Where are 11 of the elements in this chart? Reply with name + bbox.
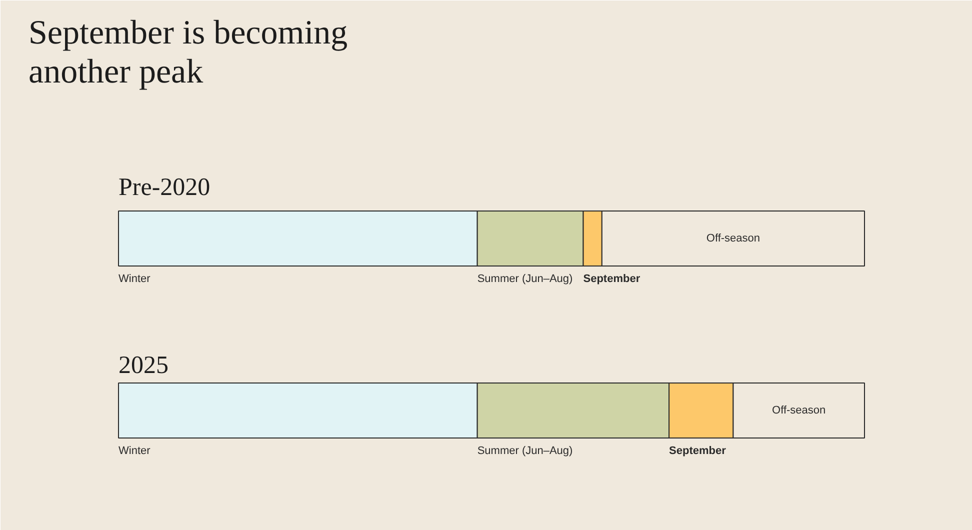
- series-label: September: [583, 273, 641, 285]
- text: Summer (Jun–Aug): [477, 445, 573, 457]
- text: Off-season: [772, 404, 826, 416]
- text: September: [669, 445, 726, 457]
- chart-title: September is becoming another peak: [28, 14, 348, 90]
- text: Winter: [118, 445, 150, 457]
- y-tick-label: Pre-2020: [118, 174, 210, 201]
- series-label: Winter: [118, 273, 151, 285]
- y-tick-label: 2025: [118, 352, 168, 379]
- series-label: Off-season: [706, 232, 760, 244]
- series-label: Summer (Jun–Aug): [477, 273, 573, 285]
